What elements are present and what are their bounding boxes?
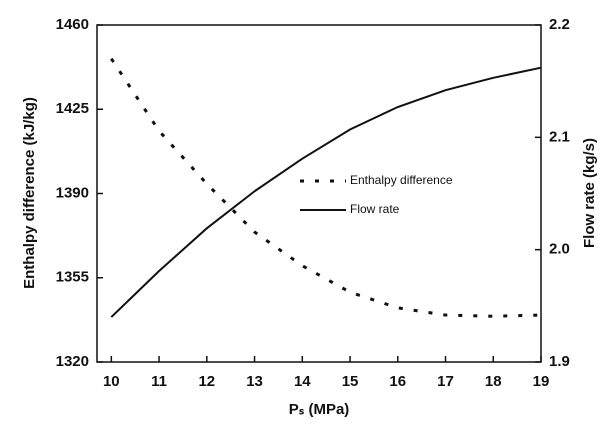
- legend-label: Enthalpy difference: [350, 173, 453, 187]
- y-tick-label: 1320: [56, 353, 89, 370]
- y2-tick-label: 2.2: [549, 16, 570, 33]
- x-tick-label: 12: [198, 373, 215, 390]
- x-tick-label: 11: [151, 373, 167, 390]
- x-tick-label: 13: [246, 373, 263, 390]
- x-axis-title: Pₛ (MPa): [289, 401, 350, 418]
- y-tick-label: 1460: [56, 16, 89, 33]
- x-tick-label: 10: [103, 373, 120, 390]
- x-tick-label: 15: [342, 373, 359, 390]
- legend-label: Flow rate: [350, 202, 400, 216]
- y-axis-title: Enthalpy difference (kJ/kg): [21, 97, 38, 289]
- y-tick-label: 1390: [56, 184, 89, 201]
- plot-frame: [96, 24, 542, 363]
- series-line: [110, 66, 542, 318]
- y-tick-label: 1355: [56, 269, 89, 286]
- series-line: [110, 57, 542, 318]
- x-tick-label: 19: [533, 373, 550, 390]
- x-tick-label: 17: [437, 373, 454, 390]
- y-tick-label: 1425: [56, 100, 89, 117]
- x-tick-label: 16: [389, 373, 406, 390]
- x-tick-label: 18: [485, 373, 502, 390]
- x-tick-label: 14: [294, 373, 311, 390]
- y2-tick-label: 2.1: [549, 128, 570, 145]
- y2-tick-label: 2.0: [549, 241, 570, 258]
- y2-tick-label: 1.9: [549, 353, 570, 370]
- y2-axis-title: Flow rate (kg/s): [581, 138, 598, 248]
